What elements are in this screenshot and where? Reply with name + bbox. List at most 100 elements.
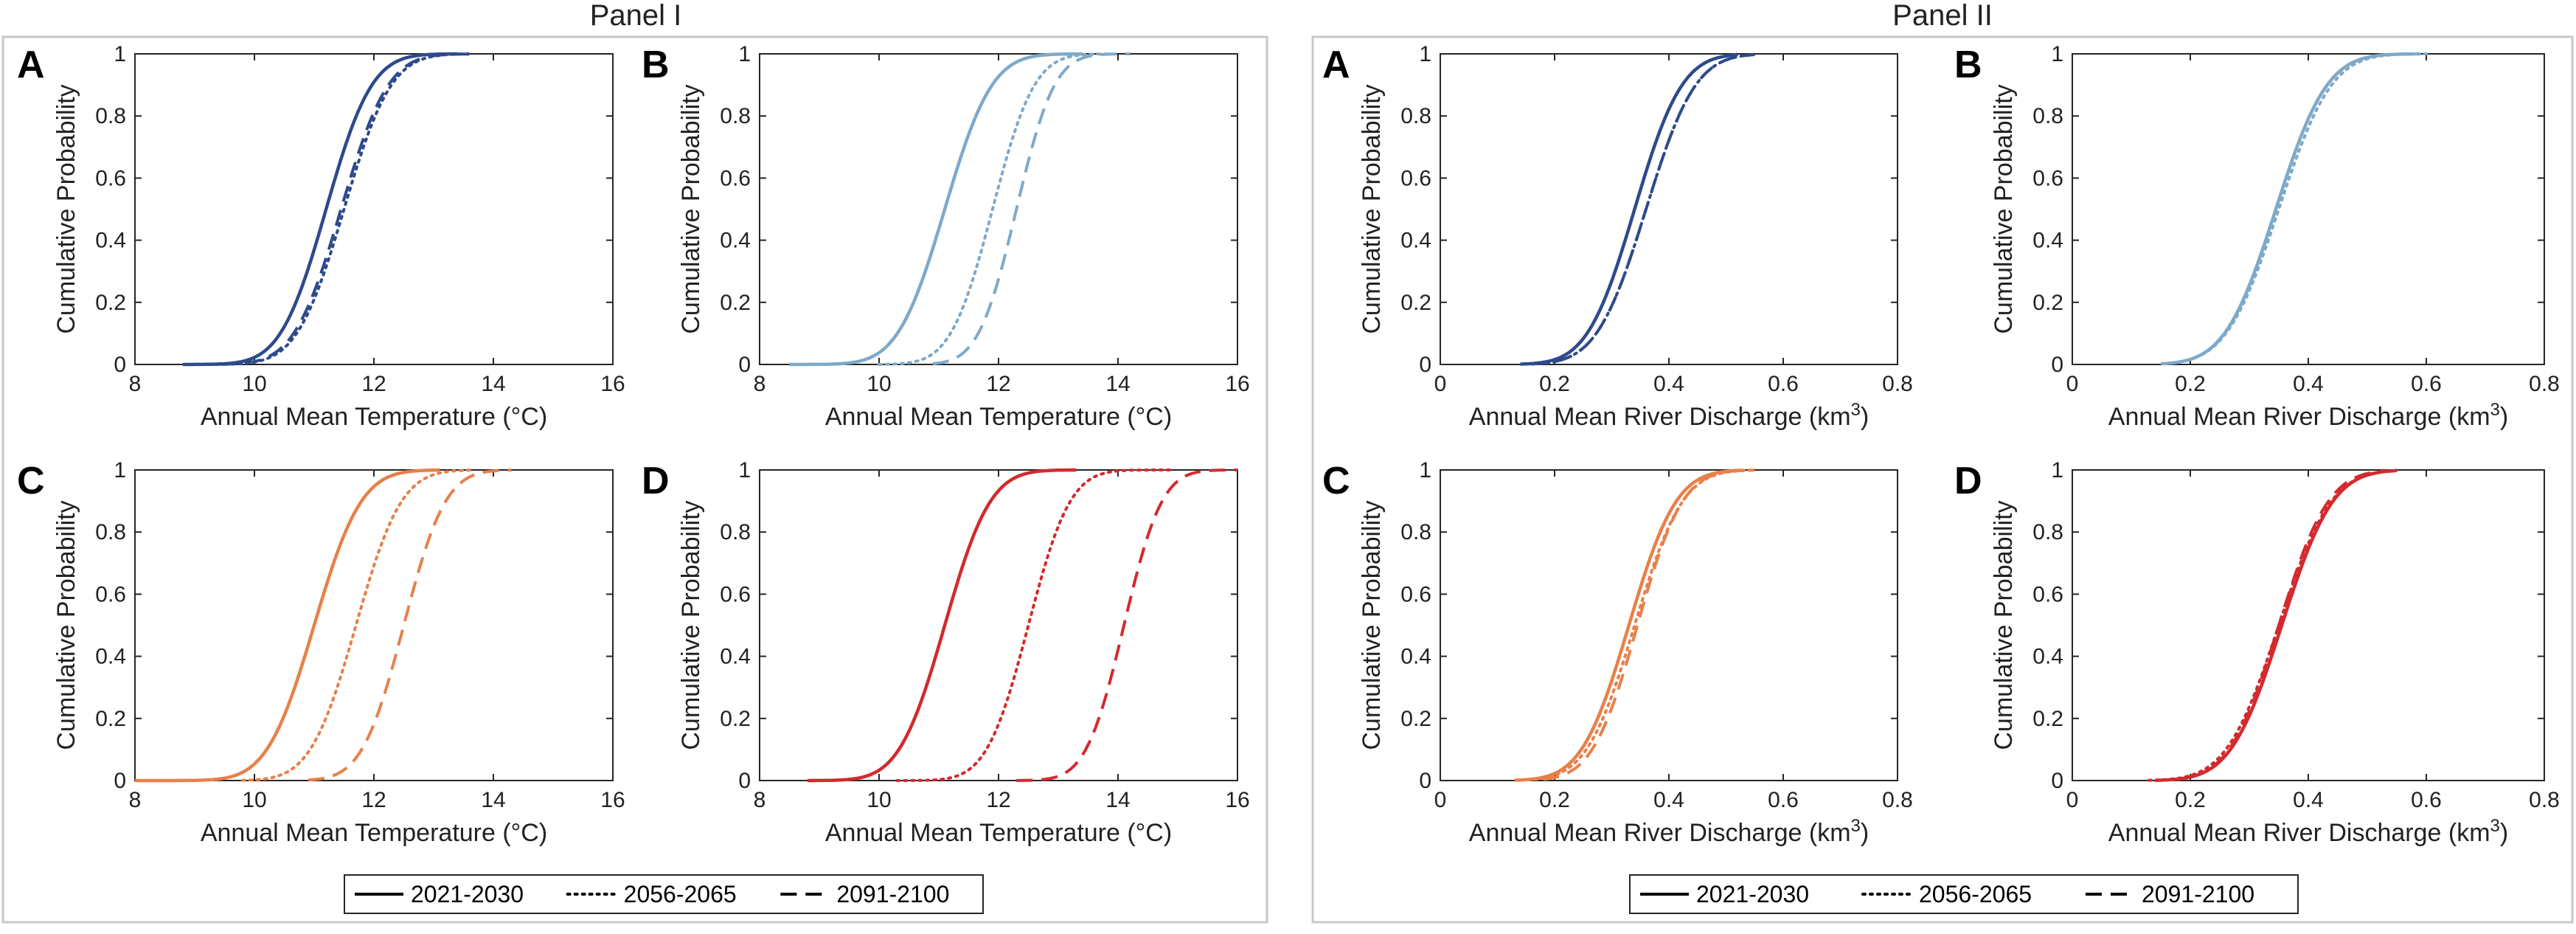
x-axis-label: Annual Mean River Discharge (km3) bbox=[1469, 816, 1869, 848]
x-tick-label: 8 bbox=[754, 372, 766, 396]
series-line-2021-2030 bbox=[807, 468, 1077, 783]
x-tick-label: 14 bbox=[1105, 372, 1130, 396]
plot-area bbox=[134, 53, 614, 365]
x-tick-label: 14 bbox=[481, 372, 505, 396]
subplot-letter: D bbox=[642, 460, 670, 502]
subplot-letter: A bbox=[1322, 44, 1350, 86]
y-tick-label: 0.8 bbox=[95, 520, 126, 544]
x-axis-label: Annual Mean Temperature (°C) bbox=[825, 819, 1172, 847]
panel-2-title: Panel II bbox=[1892, 0, 1993, 32]
y-tick-label: 0.4 bbox=[720, 645, 751, 669]
y-tick-label: 0 bbox=[1419, 769, 1431, 793]
y-tick-label: 1 bbox=[2051, 458, 2063, 482]
x-tick-label: 0.8 bbox=[2529, 372, 2560, 396]
y-tick-label: 0.2 bbox=[95, 707, 126, 731]
x-axis-label: Annual Mean River Discharge (km3) bbox=[1469, 400, 1869, 432]
x-tick-label: 0 bbox=[2066, 788, 2079, 812]
chart-panel2-c: 0 0.2 0.4 0.6 0.8 1 0 0.2 0.4 0.6 0.8 Annual Mean R… bbox=[1322, 458, 1913, 847]
y-tick-label: 0.8 bbox=[2032, 104, 2063, 128]
legend-label: 2056-2065 bbox=[1919, 881, 2032, 907]
legend-panel-1: 2021-2030 2056-2065 2091-2100 bbox=[344, 874, 984, 914]
x-tick-label: 14 bbox=[481, 788, 505, 812]
series-line-2091-2100 bbox=[1543, 468, 1755, 781]
panel-2-frame bbox=[1311, 35, 2574, 924]
y-tick-label: 1 bbox=[1419, 458, 1431, 482]
plot-area bbox=[1440, 469, 1898, 781]
x-tick-label: 0 bbox=[1434, 788, 1447, 812]
x-tick-label: 0.8 bbox=[1882, 372, 1913, 396]
x-axis-label: Annual Mean Temperature (°C) bbox=[201, 819, 547, 847]
y-tick-label: 1 bbox=[114, 42, 126, 66]
chart-panel1-d: 0 0.2 0.4 0.6 0.8 1 8 10 12 14 16 Annual Mean Tempe… bbox=[642, 458, 1250, 847]
x-tick-label: 0.2 bbox=[2175, 372, 2206, 396]
y-tick-label: 1 bbox=[1419, 42, 1431, 66]
x-tick-label: 0.4 bbox=[1653, 372, 1684, 396]
plot-area bbox=[134, 469, 614, 781]
y-axis-label: Cumulative Probability bbox=[52, 500, 80, 750]
y-tick-label: 0.2 bbox=[1400, 291, 1431, 315]
y-tick-label: 1 bbox=[114, 458, 126, 482]
y-tick-label: 0 bbox=[2051, 769, 2063, 793]
chart-panel1-c: 0 0.2 0.4 0.6 0.8 1 8 10 12 14 16 Annual Mean Tempe… bbox=[17, 458, 625, 847]
y-tick-label: 0.2 bbox=[2032, 291, 2063, 315]
x-tick-label: 0.4 bbox=[1653, 788, 1684, 812]
legends-layer: 2021-2030 2056-2065 2091-2100 2021-2030 2056… bbox=[344, 874, 2299, 914]
y-tick-label: 0.6 bbox=[95, 166, 126, 190]
legend-box bbox=[1629, 874, 2299, 914]
x-tick-label: 10 bbox=[867, 788, 891, 812]
plot-area bbox=[759, 53, 1238, 365]
y-tick-label: 0.2 bbox=[720, 291, 751, 315]
series-line-2021-2030 bbox=[135, 468, 440, 783]
y-tick-label: 0.6 bbox=[720, 166, 751, 190]
x-tick-label: 12 bbox=[986, 372, 1010, 396]
series-line-2091-2100 bbox=[1016, 468, 1237, 782]
y-tick-label: 0 bbox=[738, 353, 751, 377]
x-tick-label: 16 bbox=[600, 372, 625, 396]
y-tick-label: 0 bbox=[114, 769, 126, 793]
y-tick-label: 1 bbox=[738, 42, 751, 66]
x-axis-label: Annual Mean Temperature (°C) bbox=[825, 403, 1172, 431]
x-tick-label: 10 bbox=[867, 372, 891, 396]
y-axis-label: Cumulative Probability bbox=[52, 84, 80, 333]
chart-panel2-b: 0 0.2 0.4 0.6 0.8 1 0 0.2 0.4 0.6 0.8 Annual Mean R… bbox=[1954, 42, 2560, 431]
x-tick-label: 12 bbox=[986, 788, 1010, 812]
subplot-letter: D bbox=[1954, 460, 1982, 502]
panel-1-frame bbox=[1, 35, 1268, 924]
series-line-2056-2065 bbox=[895, 468, 1173, 782]
y-axis-label: Cumulative Probability bbox=[677, 500, 705, 750]
y-tick-label: 0.8 bbox=[1400, 104, 1431, 128]
x-tick-label: 0.4 bbox=[2293, 788, 2324, 812]
legend-label: 2091-2100 bbox=[2142, 881, 2254, 907]
legend-label: 2021-2030 bbox=[1696, 881, 1809, 907]
legend-label: 2091-2100 bbox=[836, 881, 949, 907]
series-line-2091-2100 bbox=[308, 468, 512, 782]
y-tick-label: 0 bbox=[1419, 353, 1431, 377]
series-line-2056-2065 bbox=[193, 52, 471, 366]
y-axis-label: Cumulative Probability bbox=[677, 84, 705, 333]
y-tick-label: 0 bbox=[738, 769, 751, 793]
x-tick-label: 0.6 bbox=[1768, 372, 1799, 396]
y-tick-label: 1 bbox=[2051, 42, 2063, 66]
chart-panel1-b: 0 0.2 0.4 0.6 0.8 1 8 10 12 14 16 Annual Mean Tempe… bbox=[642, 42, 1250, 431]
chart-panel1-a: 0 0.2 0.4 0.6 0.8 1 8 10 12 14 16 Annual Mean Tempe… bbox=[17, 42, 625, 431]
y-tick-label: 0.2 bbox=[1400, 707, 1431, 731]
y-tick-label: 0.6 bbox=[1400, 166, 1431, 190]
x-tick-label: 0.6 bbox=[2411, 372, 2442, 396]
subplot-letter: C bbox=[1322, 460, 1350, 502]
x-tick-label: 16 bbox=[1225, 788, 1249, 812]
plot-area bbox=[759, 469, 1238, 781]
y-tick-label: 0.8 bbox=[720, 520, 751, 544]
series-line-2056-2065 bbox=[2148, 468, 2398, 782]
y-axis-label: Cumulative Probability bbox=[1358, 84, 1386, 333]
y-tick-label: 0.6 bbox=[95, 582, 126, 606]
series-line-2091-2100 bbox=[2166, 468, 2386, 782]
y-tick-label: 0.4 bbox=[2032, 229, 2063, 253]
y-tick-label: 0 bbox=[2051, 353, 2063, 377]
series-line-2056-2065 bbox=[878, 52, 1114, 366]
subplot-letter: B bbox=[642, 44, 670, 86]
y-tick-label: 0.4 bbox=[1400, 229, 1431, 253]
legend-box bbox=[344, 874, 984, 914]
subplot-letter: C bbox=[17, 460, 45, 502]
x-tick-label: 8 bbox=[754, 788, 766, 812]
